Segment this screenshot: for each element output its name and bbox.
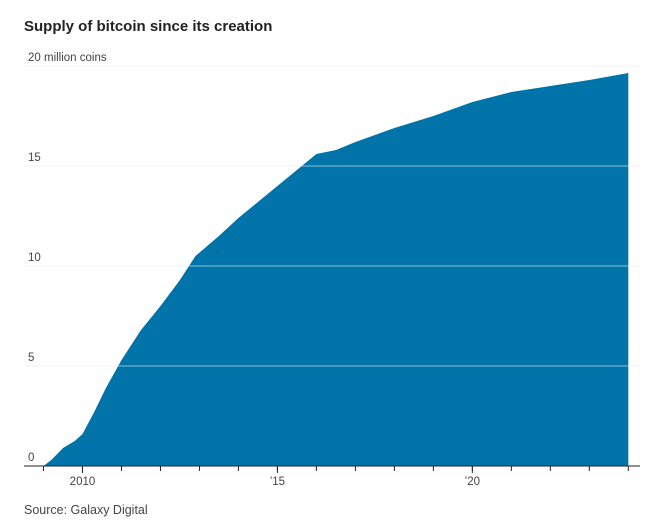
y-unit-label: 20 million coins — [28, 52, 107, 64]
x-tick-label: ’15 — [270, 476, 285, 488]
x-tick-label: 2010 — [70, 476, 96, 488]
source-note: Source: Galaxy Digital — [24, 503, 148, 517]
y-tick-label: 10 — [28, 252, 41, 264]
y-tick-label: 15 — [28, 152, 41, 164]
overlay-gridlines — [24, 65, 640, 367]
y-tick-label: 0 — [28, 452, 34, 464]
x-tick-label: ’20 — [465, 476, 480, 488]
y-tick-label: 5 — [28, 352, 34, 364]
x-axis-ticks: 2010 ’15 ’20 — [42, 466, 629, 488]
y-axis-ticks: 0 5 10 15 — [28, 152, 41, 464]
supply-area — [43, 73, 629, 466]
chart-title: Supply of bitcoin since its creation — [24, 18, 273, 35]
